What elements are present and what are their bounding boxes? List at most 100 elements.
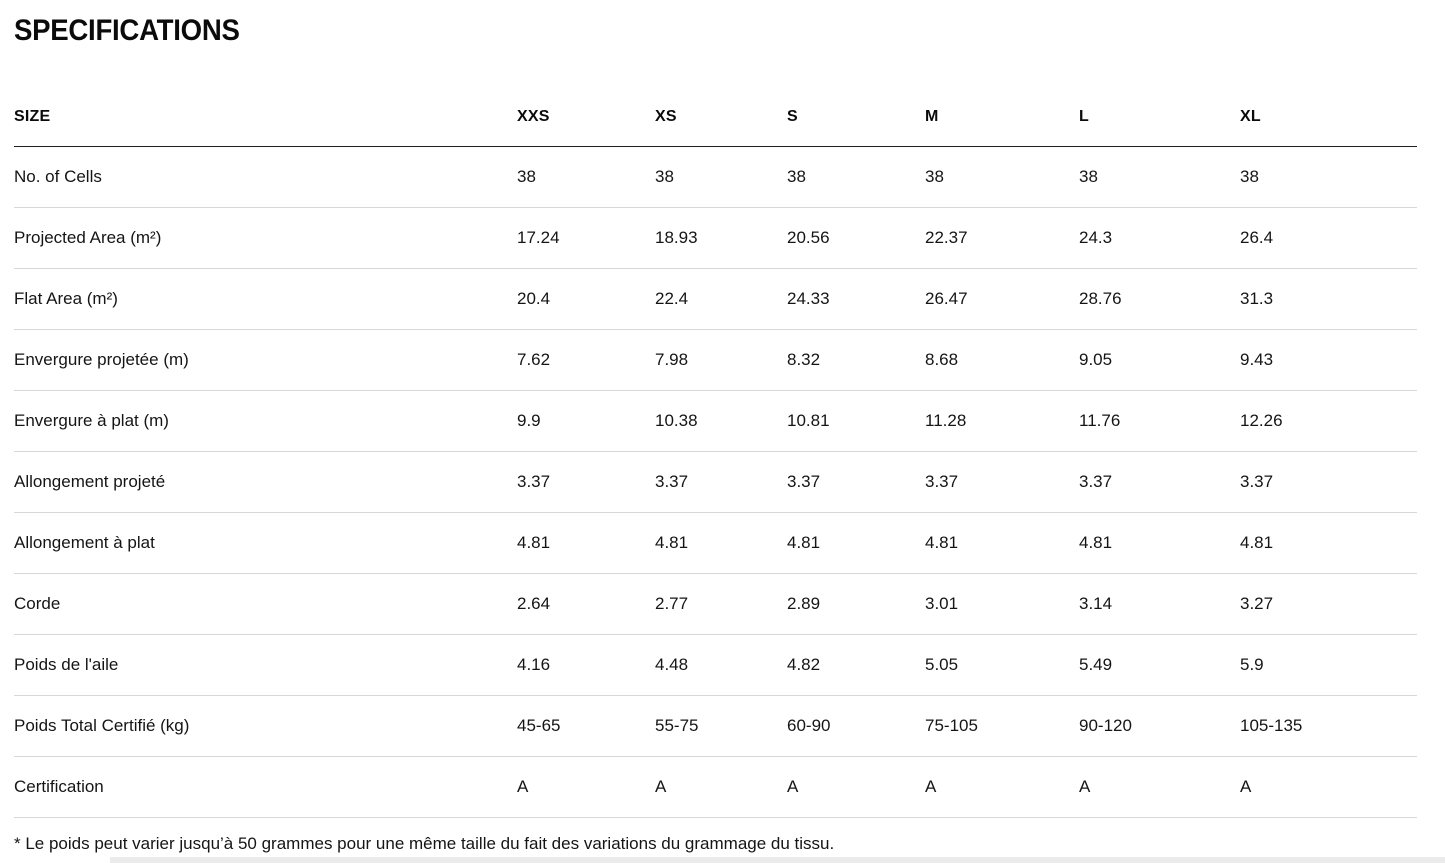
- spec-value-cell: 4.81: [1240, 512, 1417, 574]
- spec-value-cell: 4.82: [787, 634, 925, 696]
- spec-value-cell: 20.4: [517, 268, 655, 330]
- spec-value-cell: 38: [925, 146, 1079, 208]
- spec-row-label: Flat Area (m²): [14, 268, 517, 330]
- spec-value-cell: 38: [517, 146, 655, 208]
- spec-row-label: Envergure à plat (m): [14, 390, 517, 452]
- spec-value-cell: 9.05: [1079, 329, 1240, 391]
- spec-value-cell: 75-105: [925, 695, 1079, 757]
- spec-value-cell: 9.9: [517, 390, 655, 452]
- spec-row: Poids Total Certifié (kg) 45-65 55-75 60-90…: [14, 695, 1417, 757]
- spec-value-cell: 3.27: [1240, 573, 1417, 635]
- spec-value-cell: 3.37: [655, 451, 787, 513]
- bottom-divider: [110, 857, 1445, 863]
- spec-value-cell: 3.37: [1079, 451, 1240, 513]
- column-header-l: L: [1079, 88, 1240, 147]
- spec-row-label: Projected Area (m²): [14, 207, 517, 269]
- spec-value-cell: A: [655, 756, 787, 818]
- spec-value-cell: A: [925, 756, 1079, 818]
- spec-row: Allongement à plat 4.81 4.81 4.81 4.81 4.81 4.…: [14, 512, 1417, 574]
- spec-row: Allongement projeté 3.37 3.37 3.37 3.37 3.37 3…: [14, 451, 1417, 513]
- spec-value-cell: 8.68: [925, 329, 1079, 391]
- spec-value-cell: A: [1079, 756, 1240, 818]
- column-header-xs: XS: [655, 88, 787, 147]
- spec-value-cell: 2.64: [517, 573, 655, 635]
- spec-value-cell: 38: [787, 146, 925, 208]
- spec-value-cell: 38: [1240, 146, 1417, 208]
- spec-value-cell: 7.62: [517, 329, 655, 391]
- spec-row: Projected Area (m²) 17.24 18.93 20.56 22.37 2…: [14, 207, 1417, 269]
- spec-value-cell: 11.76: [1079, 390, 1240, 452]
- column-header-xxs: XXS: [517, 88, 655, 147]
- page-title: SPECIFICATIONS: [14, 14, 240, 47]
- spec-value-cell: 3.37: [925, 451, 1079, 513]
- spec-value-cell: 10.38: [655, 390, 787, 452]
- spec-value-cell: 24.33: [787, 268, 925, 330]
- spec-value-cell: 4.81: [1079, 512, 1240, 574]
- footnote: * Le poids peut varier jusqu’à 50 gramme…: [14, 833, 835, 853]
- spec-value-cell: 2.77: [655, 573, 787, 635]
- spec-row-label: Envergure projetée (m): [14, 329, 517, 391]
- spec-value-cell: A: [517, 756, 655, 818]
- column-header-m: M: [925, 88, 1079, 147]
- column-header-s: S: [787, 88, 925, 147]
- spec-row-label: No. of Cells: [14, 146, 517, 208]
- spec-value-cell: 9.43: [1240, 329, 1417, 391]
- spec-value-cell: 55-75: [655, 695, 787, 757]
- specifications-table: SIZE XXS XS S M L XL No. of Cells 38 38 38 38 38 38 P…: [14, 88, 1417, 818]
- spec-value-cell: 3.01: [925, 573, 1079, 635]
- spec-value-cell: 17.24: [517, 207, 655, 269]
- spec-value-cell: 60-90: [787, 695, 925, 757]
- table-header-row: SIZE XXS XS S M L XL: [14, 88, 1417, 147]
- spec-value-cell: 5.9: [1240, 634, 1417, 696]
- spec-value-cell: 11.28: [925, 390, 1079, 452]
- spec-row-label: Poids de l'aile: [14, 634, 517, 696]
- spec-row-label: Allongement à plat: [14, 512, 517, 574]
- spec-value-cell: 3.14: [1079, 573, 1240, 635]
- spec-row: Envergure à plat (m) 9.9 10.38 10.81 11.28 11…: [14, 390, 1417, 452]
- spec-value-cell: 5.05: [925, 634, 1079, 696]
- spec-row-label: Allongement projeté: [14, 451, 517, 513]
- spec-value-cell: 22.4: [655, 268, 787, 330]
- spec-value-cell: 18.93: [655, 207, 787, 269]
- spec-row: Flat Area (m²) 20.4 22.4 24.33 26.47 28.76 31.…: [14, 268, 1417, 330]
- spec-row: No. of Cells 38 38 38 38 38 38: [14, 146, 1417, 208]
- spec-value-cell: 105-135: [1240, 695, 1417, 757]
- spec-value-cell: 26.47: [925, 268, 1079, 330]
- spec-value-cell: 26.4: [1240, 207, 1417, 269]
- spec-value-cell: 2.89: [787, 573, 925, 635]
- spec-value-cell: 3.37: [787, 451, 925, 513]
- spec-value-cell: 22.37: [925, 207, 1079, 269]
- spec-value-cell: 90-120: [1079, 695, 1240, 757]
- table-body: No. of Cells 38 38 38 38 38 38 Projected Area (…: [14, 146, 1417, 818]
- spec-value-cell: 5.49: [1079, 634, 1240, 696]
- spec-value-cell: 24.3: [1079, 207, 1240, 269]
- spec-value-cell: 31.3: [1240, 268, 1417, 330]
- size-column-header: SIZE: [14, 88, 517, 147]
- spec-value-cell: 10.81: [787, 390, 925, 452]
- spec-row-label: Corde: [14, 573, 517, 635]
- spec-value-cell: 28.76: [1079, 268, 1240, 330]
- spec-value-cell: 4.81: [517, 512, 655, 574]
- spec-value-cell: 4.16: [517, 634, 655, 696]
- spec-value-cell: 7.98: [655, 329, 787, 391]
- spec-row: Envergure projetée (m) 7.62 7.98 8.32 8.68 9.…: [14, 329, 1417, 391]
- spec-row: Poids de l'aile 4.16 4.48 4.82 5.05 5.49 5.9: [14, 634, 1417, 696]
- spec-value-cell: 4.81: [925, 512, 1079, 574]
- spec-value-cell: 12.26: [1240, 390, 1417, 452]
- spec-row: Certification A A A A A A: [14, 756, 1417, 818]
- spec-value-cell: 20.56: [787, 207, 925, 269]
- spec-value-cell: 4.81: [787, 512, 925, 574]
- spec-value-cell: 45-65: [517, 695, 655, 757]
- spec-row: Corde 2.64 2.77 2.89 3.01 3.14 3.27: [14, 573, 1417, 635]
- spec-value-cell: 3.37: [517, 451, 655, 513]
- spec-value-cell: 8.32: [787, 329, 925, 391]
- spec-value-cell: 38: [1079, 146, 1240, 208]
- spec-value-cell: 4.48: [655, 634, 787, 696]
- spec-value-cell: 4.81: [655, 512, 787, 574]
- column-header-xl: XL: [1240, 88, 1417, 147]
- spec-row-label: Poids Total Certifié (kg): [14, 695, 517, 757]
- spec-value-cell: A: [1240, 756, 1417, 818]
- spec-value-cell: A: [787, 756, 925, 818]
- spec-row-label: Certification: [14, 756, 517, 818]
